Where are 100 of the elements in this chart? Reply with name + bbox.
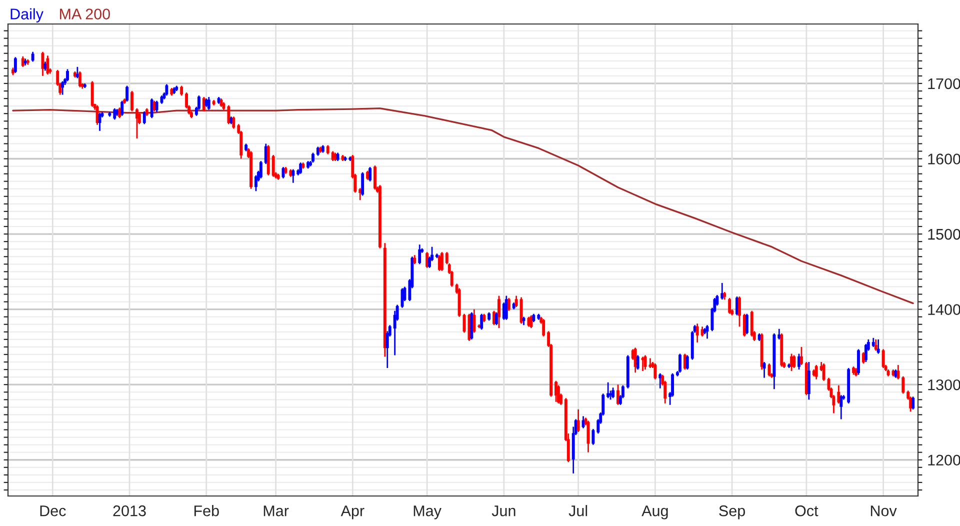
- candlestick: [902, 376, 905, 394]
- candlestick: [750, 310, 754, 338]
- x-tick-label: Mar: [264, 506, 289, 516]
- candlestick: [507, 297, 510, 312]
- candlestick: [418, 244, 422, 265]
- candlestick: [130, 90, 134, 112]
- candlestick: [700, 326, 704, 338]
- x-tick-label: May: [414, 506, 442, 520]
- x-tick-label: Oct: [795, 505, 818, 516]
- x-tick-label: Jul: [568, 505, 588, 516]
- candlestick: [762, 361, 766, 379]
- candlestick: [292, 168, 295, 184]
- candlestick: [426, 251, 429, 269]
- candlestick: [592, 428, 595, 446]
- x-tick-label: Jun: [492, 506, 516, 516]
- candlestick: [542, 318, 546, 338]
- candlestick: [514, 295, 518, 308]
- candlestick: [872, 337, 875, 348]
- y-tick-label: 1700: [928, 78, 960, 90]
- y-tick-label: 1600: [928, 154, 960, 164]
- candlestick: [497, 295, 500, 329]
- candlestick: [31, 51, 34, 62]
- candlestick: [696, 322, 699, 344]
- candlestick: [678, 353, 682, 374]
- candlestick: [180, 85, 184, 96]
- candlestick: [648, 358, 652, 369]
- candlestick: [495, 312, 498, 326]
- candlestick: [616, 384, 620, 406]
- candlestick: [326, 144, 330, 155]
- candlestick: [254, 174, 258, 192]
- candlestick: [636, 354, 640, 370]
- x-tick-label: 2013: [113, 505, 146, 516]
- candlestick: [706, 324, 709, 340]
- candlestick: [882, 348, 885, 369]
- candlestick: [440, 251, 444, 272]
- candlestick: [896, 364, 900, 380]
- y-tick-label: 1300: [928, 379, 960, 390]
- candlestick: [135, 108, 138, 140]
- text: Daily: [10, 8, 44, 22]
- text: MA 200: [60, 8, 110, 20]
- candlestick: [368, 166, 372, 182]
- candlestick: [912, 396, 915, 410]
- candlestick: [227, 104, 230, 125]
- candlestick: [807, 361, 810, 400]
- y-tick-label: 1500: [928, 228, 960, 240]
- candlestick: [480, 313, 484, 330]
- candlestick: [862, 352, 865, 364]
- line-series: [12, 107, 914, 304]
- candlestick: [44, 60, 47, 72]
- candlestick: [299, 162, 302, 174]
- candlestick: [232, 116, 236, 130]
- candlestick: [272, 154, 275, 178]
- candlestick: [142, 110, 146, 125]
- candlestick: [798, 353, 800, 370]
- candlestick: [361, 172, 364, 196]
- candlestick: [504, 295, 508, 321]
- candlestick: [118, 106, 122, 119]
- candlestick: [586, 420, 590, 454]
- candlestick: [14, 56, 17, 74]
- candlestick: [814, 364, 818, 380]
- x-tick-label: Sep: [719, 505, 745, 520]
- candlestick: [876, 338, 880, 354]
- candlestick: [612, 386, 614, 399]
- candlestick: [738, 296, 741, 328]
- candlestick: [113, 108, 116, 120]
- x-tick-label: Feb: [194, 505, 219, 516]
- candlestick: [413, 254, 416, 265]
- x-tick-label: Aug: [642, 506, 668, 520]
- candlestick: [874, 338, 878, 352]
- candlestick: [358, 187, 362, 201]
- candlestick: [840, 394, 843, 420]
- x-tick-label: Nov: [870, 506, 897, 516]
- candlestick: [331, 150, 334, 162]
- candlestick: [90, 80, 94, 108]
- candlestick: [720, 282, 724, 300]
- candlestick: [66, 68, 69, 82]
- candlestick: [78, 70, 82, 88]
- candlestick: [150, 98, 154, 119]
- candlestick: [778, 328, 781, 340]
- candlestick: [728, 297, 732, 315]
- candlestick: [576, 408, 580, 433]
- candlestick: [686, 354, 689, 370]
- candlestick: [606, 382, 610, 399]
- candlestick: [792, 354, 796, 369]
- x-tick-label: Dec: [40, 506, 66, 516]
- candlestick: [126, 85, 128, 102]
- candlestick: [864, 343, 868, 363]
- candlestick: [46, 54, 50, 76]
- candlestick: [634, 347, 637, 374]
- candlestick: [259, 160, 262, 180]
- candlestick: [745, 313, 748, 335]
- candlestick: [472, 308, 476, 334]
- y-tick-label: 1200: [928, 454, 960, 466]
- candlestick: [202, 96, 206, 112]
- y-tick-label: 1400: [928, 304, 960, 315]
- candlestick: [374, 164, 376, 190]
- candlestick: [530, 314, 533, 329]
- candlestick: [316, 146, 320, 156]
- candlestick: [658, 372, 662, 390]
- candlestick: [21, 56, 24, 68]
